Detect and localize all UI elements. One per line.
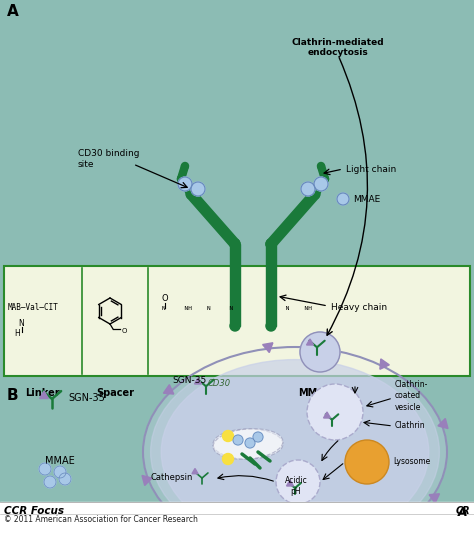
Text: CD30: CD30 [208,379,231,388]
Text: CD30 binding
site: CD30 binding site [78,150,139,169]
Ellipse shape [161,359,429,534]
Polygon shape [438,419,448,429]
Circle shape [39,463,51,475]
Polygon shape [178,177,194,196]
Circle shape [266,321,276,331]
Circle shape [188,191,194,198]
Text: A: A [7,4,19,19]
Polygon shape [312,177,328,196]
Circle shape [182,162,189,169]
Text: Clathrin-mediated
endocytosis: Clathrin-mediated endocytosis [292,38,384,57]
Polygon shape [429,494,439,503]
Polygon shape [267,191,319,247]
Text: N     NH    N     N              N    NH: N NH N N N NH [162,306,312,311]
Polygon shape [263,343,273,352]
Ellipse shape [143,347,447,534]
Circle shape [266,239,276,249]
Circle shape [266,239,276,249]
Circle shape [276,460,320,504]
Polygon shape [164,384,174,394]
Circle shape [44,476,56,488]
Circle shape [337,193,349,205]
Text: SGN-35: SGN-35 [173,376,207,385]
Circle shape [186,189,196,199]
FancyBboxPatch shape [4,266,470,376]
Text: SGN-35: SGN-35 [68,393,105,403]
Bar [0,502,474,534]
Polygon shape [178,165,188,180]
Text: $\rm O$: $\rm O$ [161,292,169,303]
Circle shape [222,453,234,465]
Text: Light chain: Light chain [346,164,396,174]
Polygon shape [230,244,240,326]
Text: N: N [18,319,24,328]
Text: Linker: Linker [25,388,59,398]
Ellipse shape [213,429,283,459]
Text: B: B [7,388,18,403]
Text: MAB–Val–CIT: MAB–Val–CIT [8,303,59,312]
Text: O: O [122,328,128,334]
Text: MMAE: MMAE [353,194,380,203]
Circle shape [230,321,240,331]
Circle shape [177,176,184,183]
Circle shape [253,432,263,442]
Circle shape [300,332,340,372]
Text: Spacer: Spacer [96,388,134,398]
Text: Acidic
pH: Acidic pH [284,476,307,496]
Circle shape [54,466,66,478]
Polygon shape [187,191,239,247]
Text: © 2011 American Association for Cancer Research: © 2011 American Association for Cancer R… [4,515,198,524]
Polygon shape [318,165,328,180]
Circle shape [301,182,315,196]
Circle shape [307,384,363,440]
Circle shape [233,435,243,445]
Text: CR: CR [456,506,470,516]
Circle shape [59,473,71,485]
Ellipse shape [151,352,439,534]
Circle shape [345,440,389,484]
Polygon shape [380,359,389,370]
Polygon shape [142,475,152,485]
Polygon shape [287,480,293,486]
Polygon shape [192,468,198,474]
Circle shape [318,162,325,169]
Ellipse shape [213,429,283,459]
Text: Clathrin-
coated
vesicle: Clathrin- coated vesicle [395,380,428,412]
Circle shape [230,239,240,249]
Circle shape [191,182,205,196]
Text: Lysosome: Lysosome [393,458,430,467]
Circle shape [310,189,320,199]
Text: H: H [14,329,20,339]
Text: A: A [457,506,467,519]
Polygon shape [266,244,276,326]
Polygon shape [307,339,313,345]
Circle shape [321,176,328,183]
Text: Cathepsin: Cathepsin [151,474,193,483]
Circle shape [311,191,319,198]
Circle shape [177,176,184,183]
Text: MMAE: MMAE [45,456,75,466]
Polygon shape [324,412,330,418]
Circle shape [314,177,328,191]
Polygon shape [40,391,48,398]
Circle shape [245,438,255,448]
Circle shape [230,239,240,249]
Text: Heavy chain: Heavy chain [331,303,387,312]
Circle shape [178,177,192,191]
Text: Clathrin: Clathrin [395,421,426,430]
Circle shape [321,176,328,183]
Text: MMAE: MMAE [298,388,332,398]
Polygon shape [194,378,201,384]
Text: CCR Focus: CCR Focus [4,506,64,516]
Circle shape [222,430,234,442]
